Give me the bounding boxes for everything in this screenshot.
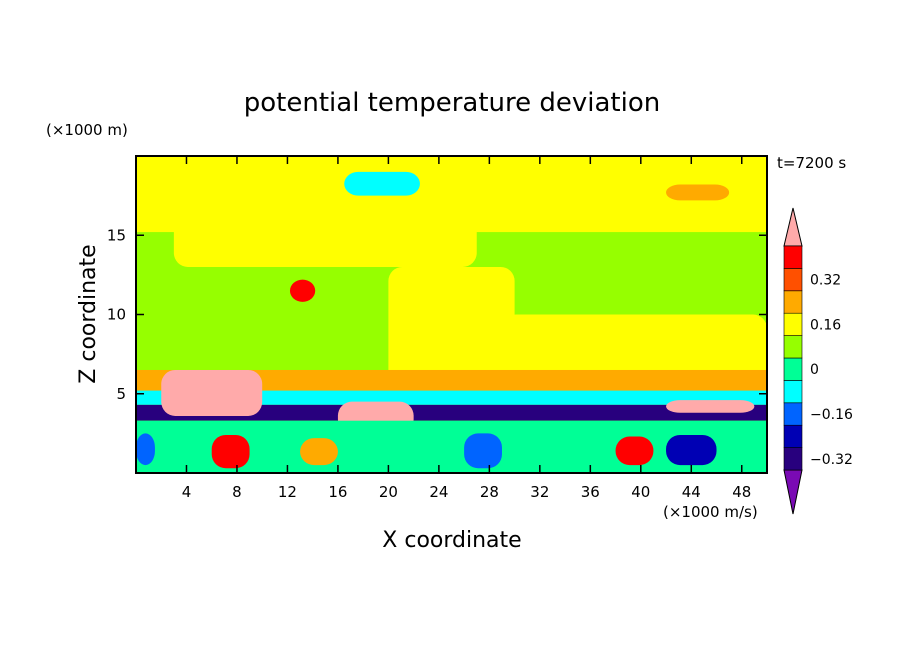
colorbar-segment [783,245,803,269]
colorbar: 0.32 0.16 0 −0.16 −0.32 [783,207,853,515]
x-tick-label: 12 [278,483,297,501]
field-region-18 [136,433,155,466]
x-tick-label: 32 [530,483,549,501]
colorbar-segment [783,402,803,426]
colorbar-tick-label: 0 [810,362,819,378]
colorbar-segment [783,290,803,314]
colorbar-tick-label: −0.32 [810,452,853,468]
colorbar-segment [783,268,803,292]
x-tick-label: 4 [182,483,192,501]
x-tick-label: 40 [631,483,650,501]
field-region-2 [173,179,477,267]
field-region-9 [136,390,767,405]
x-tick-label: 16 [328,483,347,501]
x-axis: 4 8 12 16 20 24 28 32 36 40 44 48 [182,156,751,501]
x-tick-label: 20 [379,483,398,501]
x-tick-label: 44 [682,483,701,501]
field-region-20 [300,438,338,466]
field-region-3 [388,266,515,394]
time-label: t=7200 s [777,154,846,172]
colorbar-segment [783,424,803,448]
field-region-17 [666,434,717,466]
field-region-16 [615,436,654,466]
contour-field [136,156,767,473]
y-tick-label: 15 [107,226,126,244]
field-region-6 [666,184,730,201]
x-tick-label: 28 [480,483,499,501]
y-tick-label: 10 [107,306,126,324]
y-tick-label: 5 [116,385,126,403]
field-region-10 [136,404,767,421]
y-axis: 5 10 15 [107,226,767,403]
colorbar-segment [783,380,803,404]
colorbar-tick-label: −0.16 [810,407,853,423]
x-tick-label: 36 [581,483,600,501]
x-tick-label: 8 [232,483,242,501]
colorbar-segment [783,447,803,471]
chart-title: potential temperature deviation [244,88,660,118]
field-region-15 [211,434,250,469]
colorbar-segment [783,357,803,381]
field-region-5 [344,171,420,196]
x-tick-label: 24 [429,483,448,501]
y-unit-label: (×1000 m) [46,121,128,139]
field-region-13 [666,400,755,413]
field-region-7 [289,279,316,302]
colorbar-min-triangle [783,469,803,515]
colorbar-tick-label: 0.32 [810,273,841,289]
field-region-8 [136,369,767,394]
y-axis-label: Z coordinate [76,244,101,383]
field-region-19 [464,433,502,469]
colorbar-segment [783,312,803,336]
colorbar-max-triangle [783,207,803,247]
colorbar-segment [783,335,803,359]
x-axis-label: X coordinate [382,528,521,553]
x-unit-label: (×1000 m/s) [663,503,758,521]
field-region-11 [161,369,263,416]
x-tick-label: 48 [732,483,751,501]
colorbar-tick-label: 0.16 [810,317,841,333]
